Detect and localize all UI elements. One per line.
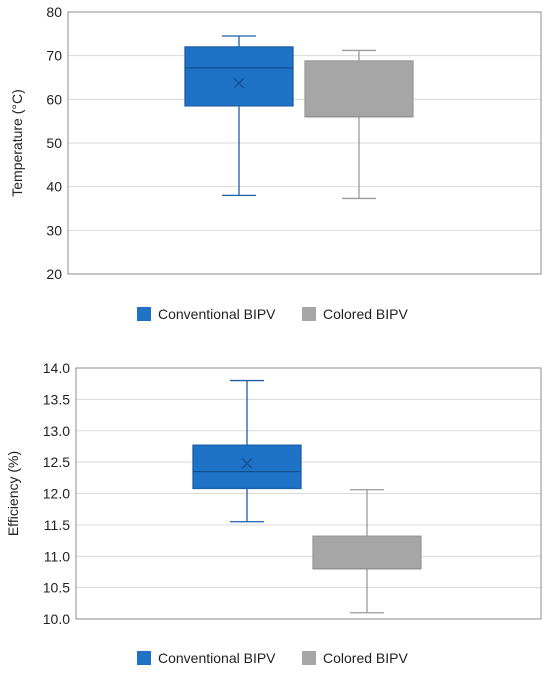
y-tick-label: 11.0 (44, 548, 70, 564)
y-tick-label: 10.0 (43, 611, 70, 627)
legend-swatch (137, 651, 151, 665)
y-tick-label: 11.5 (44, 517, 70, 533)
efficiency-chart: 10.0 10.5 11.0 11.5 12.0 12.5 13.0 13.5 14.0 Effi… (5, 360, 542, 666)
y-tick-label: 13.5 (43, 391, 70, 407)
box (304, 60, 414, 118)
y-axis-label: Efficiency (%) (5, 451, 21, 536)
box (312, 535, 422, 570)
y-tick-label: 40 (46, 179, 62, 195)
y-tick-label: 12.0 (43, 486, 70, 502)
y-tick-label: 10.5 (43, 580, 70, 596)
legend-label: Conventional BIPV (158, 650, 276, 666)
y-tick-label: 80 (46, 4, 62, 20)
plot-area-frame (75, 367, 542, 620)
legend-label: Conventional BIPV (158, 306, 276, 322)
mean-marker (233, 77, 245, 89)
y-tick-label: 50 (46, 135, 62, 151)
y-tick-label: 30 (46, 222, 62, 238)
y-tick-label: 12.5 (43, 454, 70, 470)
y-tick-label: 14.0 (43, 360, 70, 376)
temperature-chart: 20 30 40 50 60 70 80 Temperature (°C) Convention… (9, 4, 542, 322)
legend-label: Colored BIPV (323, 650, 408, 666)
legend-swatch (137, 307, 151, 321)
y-tick-label: 20 (46, 266, 62, 282)
legend-swatch (302, 651, 316, 665)
box (184, 46, 294, 107)
y-tick-label: 60 (46, 91, 62, 107)
box (192, 444, 302, 490)
y-tick-label: 13.0 (43, 423, 70, 439)
legend-label: Colored BIPV (323, 306, 408, 322)
y-tick-label: 70 (46, 48, 62, 64)
legend-swatch (302, 307, 316, 321)
y-axis-label: Temperature (°C) (9, 89, 25, 197)
plot-area-frame (67, 11, 542, 275)
mean-marker (241, 457, 253, 469)
